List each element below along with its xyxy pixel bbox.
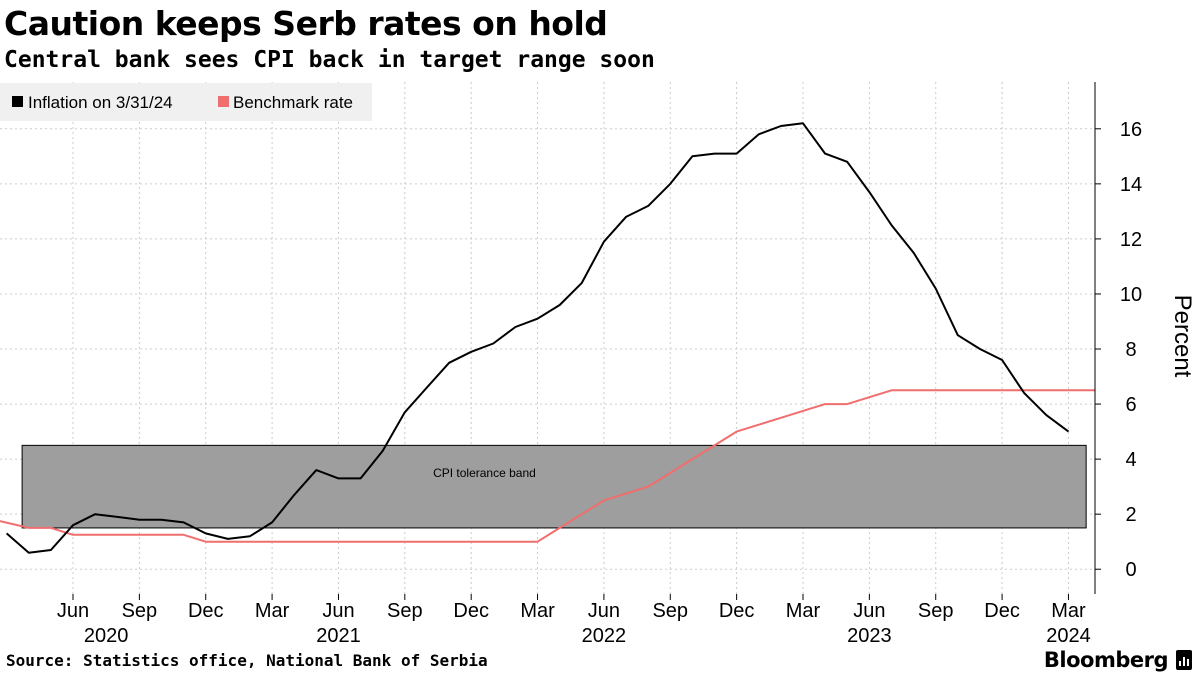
x-tick-label: Jun — [588, 600, 620, 622]
tolerance-band-layer: CPI tolerance band — [21, 444, 1087, 529]
line-chart: CPI tolerance band 0 2 4 6 8 10 12 14 16 Jun Sep De… — [0, 82, 1196, 647]
x-tick-label: Sep — [387, 600, 423, 622]
x-year-label: 2024 — [1046, 625, 1091, 647]
x-tick-label: Jun — [322, 600, 354, 622]
legend-label-inflation: Inflation on 3/31/24 — [28, 93, 173, 112]
bloomberg-logo-text: Bloomberg — [1043, 648, 1169, 672]
x-year-label: 2020 — [84, 625, 129, 647]
x-year-label: 2022 — [582, 625, 627, 647]
x-tick-label: Mar — [786, 600, 821, 622]
legend-swatch-benchmark — [218, 96, 229, 107]
x-tick-label: Sep — [652, 600, 688, 622]
legend-label-benchmark: Benchmark rate — [233, 93, 353, 112]
y-tick-label: 4 — [1125, 449, 1136, 471]
y-tick-label: 16 — [1120, 119, 1142, 141]
legend-swatch-inflation — [12, 96, 23, 107]
x-tick-label: Sep — [122, 600, 158, 622]
benchmark-rate-line — [0, 389, 1095, 543]
y-tick-label: 8 — [1125, 339, 1136, 361]
y-tick-label: 6 — [1125, 394, 1136, 416]
source-note: Source: Statistics office, National Bank… — [6, 651, 488, 670]
x-tick-label: Mar — [255, 600, 290, 622]
chart-title: Caution keeps Serb rates on hold — [4, 4, 608, 43]
x-tick-label: Dec — [984, 600, 1020, 622]
inflation-line — [5, 122, 1070, 554]
x-tick-label: Dec — [719, 600, 755, 622]
x-tick-label: Sep — [918, 600, 954, 622]
y-tick-label: 10 — [1120, 284, 1142, 306]
tolerance-band — [21, 444, 1087, 529]
legend: Inflation on 3/31/24 Benchmark rate — [0, 83, 372, 121]
series-layer — [0, 122, 1095, 554]
x-tick-label: Mar — [520, 600, 555, 622]
chart-subtitle: Central bank sees CPI back in target ran… — [4, 47, 655, 73]
axes: 0 2 4 6 8 10 12 14 16 Jun Sep Dec Mar Jun Sep Dec Mar Jun… — [57, 82, 1196, 647]
y-tick-label: 2 — [1125, 504, 1136, 526]
y-tick-label: 0 — [1125, 559, 1136, 581]
y-axis-title: Percent — [1169, 295, 1196, 378]
x-tick-label: Jun — [57, 600, 89, 622]
brand: Bloomberg — [1044, 647, 1192, 673]
y-tick-label: 14 — [1120, 174, 1142, 196]
x-tick-label: Dec — [188, 600, 224, 622]
tolerance-band-label: CPI tolerance band — [433, 466, 536, 480]
y-tick-label: 12 — [1120, 229, 1142, 251]
x-year-label: 2021 — [316, 625, 361, 647]
x-tick-label: Mar — [1051, 600, 1086, 622]
x-tick-label: Jun — [853, 600, 885, 622]
x-tick-label: Dec — [453, 600, 489, 622]
x-year-label: 2023 — [847, 625, 892, 647]
legend-box — [0, 83, 372, 121]
terminal-icon — [1176, 650, 1192, 670]
